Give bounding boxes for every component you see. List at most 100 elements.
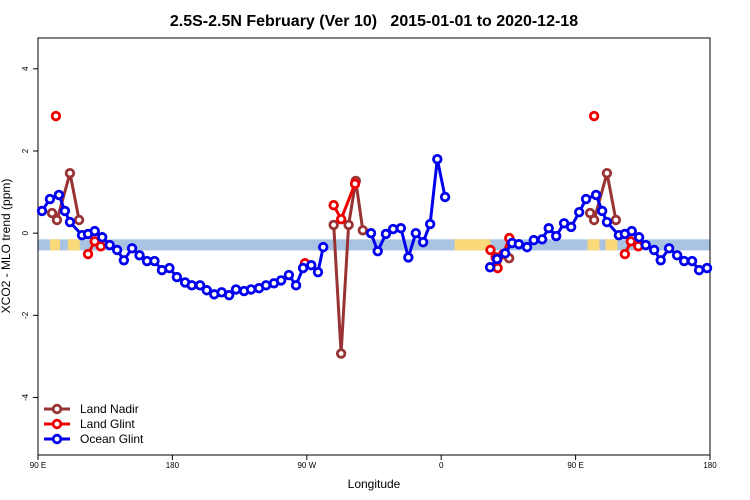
y-tick-label: -2 (21, 311, 30, 319)
data-point (432, 153, 443, 165)
data-point (318, 241, 329, 253)
data-point (693, 264, 705, 276)
data-point (663, 243, 675, 254)
data-point (53, 189, 65, 201)
data-point (565, 221, 577, 233)
x-tick-label: 90 E (30, 461, 46, 470)
legend-swatch-point (51, 433, 63, 445)
data-point (97, 232, 108, 243)
x-axis-label: Longitude (348, 477, 401, 491)
land-span (49, 239, 60, 251)
data-point (343, 219, 354, 231)
land-span (587, 239, 600, 251)
data-point (335, 213, 347, 225)
data-point (610, 214, 622, 226)
data-point (201, 285, 212, 296)
data-point (44, 193, 56, 205)
data-point (46, 207, 58, 219)
x-tick-label: 180 (166, 461, 180, 470)
land-span (67, 239, 80, 251)
data-point (328, 200, 339, 211)
data-point (126, 243, 138, 254)
data-point (601, 167, 613, 179)
data-point (521, 241, 533, 253)
data-point (118, 255, 130, 266)
land-span (454, 239, 491, 251)
data-point (648, 244, 660, 256)
data-point (543, 223, 554, 234)
legend-label: Land Nadir (80, 402, 139, 416)
data-point (619, 248, 631, 260)
data-point (573, 206, 585, 218)
data-point (283, 269, 295, 281)
data-point (111, 244, 123, 256)
data-point (51, 214, 63, 226)
data-point (550, 230, 562, 242)
data-point (701, 262, 713, 274)
data-point (36, 205, 48, 217)
data-point (655, 255, 666, 266)
data-point (223, 289, 235, 301)
data-point (82, 248, 94, 260)
land-span (605, 239, 618, 251)
data-point (536, 234, 548, 245)
data-point (290, 280, 302, 291)
data-point (335, 348, 347, 359)
data-point (328, 219, 339, 231)
data-point (380, 228, 392, 240)
data-point (64, 167, 76, 179)
data-point (50, 110, 62, 122)
data-point (686, 255, 698, 267)
data-point (194, 280, 206, 291)
data-point (306, 259, 317, 271)
data-point (297, 262, 309, 274)
x-tick-label: 90 W (297, 461, 316, 470)
data-point (678, 255, 690, 267)
chart-title: 2.5S-2.5N February (Ver 10) 2015-01-01 t… (170, 13, 578, 30)
plot-frame (37, 37, 711, 456)
data-point (626, 225, 637, 237)
data-point (349, 178, 361, 190)
data-point (625, 236, 637, 247)
y-axis-label: XCO2 - MLO trend (ppm) (0, 179, 13, 314)
data-point (484, 262, 496, 273)
data-point (312, 266, 324, 278)
data-point (439, 191, 451, 203)
y-tick-label: -4 (21, 393, 30, 401)
data-point (499, 248, 511, 259)
data-point (149, 255, 160, 267)
data-point (164, 262, 175, 274)
data-point (580, 193, 592, 205)
data-point (245, 284, 257, 295)
data-point (513, 239, 525, 250)
legend-swatch-point (51, 418, 63, 430)
data-point (395, 223, 407, 234)
data-point (424, 218, 436, 230)
data-point (528, 234, 539, 246)
legend-label: Land Glint (80, 417, 135, 431)
data-point (64, 216, 76, 228)
data-point (596, 205, 608, 217)
legend-swatch-point (51, 403, 63, 415)
data-point (59, 205, 71, 217)
data-point (417, 236, 429, 248)
data-point (95, 241, 106, 252)
data-point (671, 250, 683, 261)
y-tick-label: 0 (21, 230, 30, 235)
data-point (171, 271, 183, 283)
data-point (640, 239, 651, 251)
x-tick-label: 0 (439, 461, 444, 470)
data-point (275, 275, 287, 286)
data-point (89, 225, 100, 237)
data-point (104, 239, 115, 251)
data-point (590, 189, 602, 201)
data-point (73, 214, 85, 226)
y-tick-label: 4 (21, 66, 30, 71)
data-point (491, 253, 503, 265)
data-point (365, 227, 377, 239)
data-point (230, 284, 242, 295)
data-point (134, 250, 145, 261)
x-tick-label: 90 E (567, 461, 583, 470)
